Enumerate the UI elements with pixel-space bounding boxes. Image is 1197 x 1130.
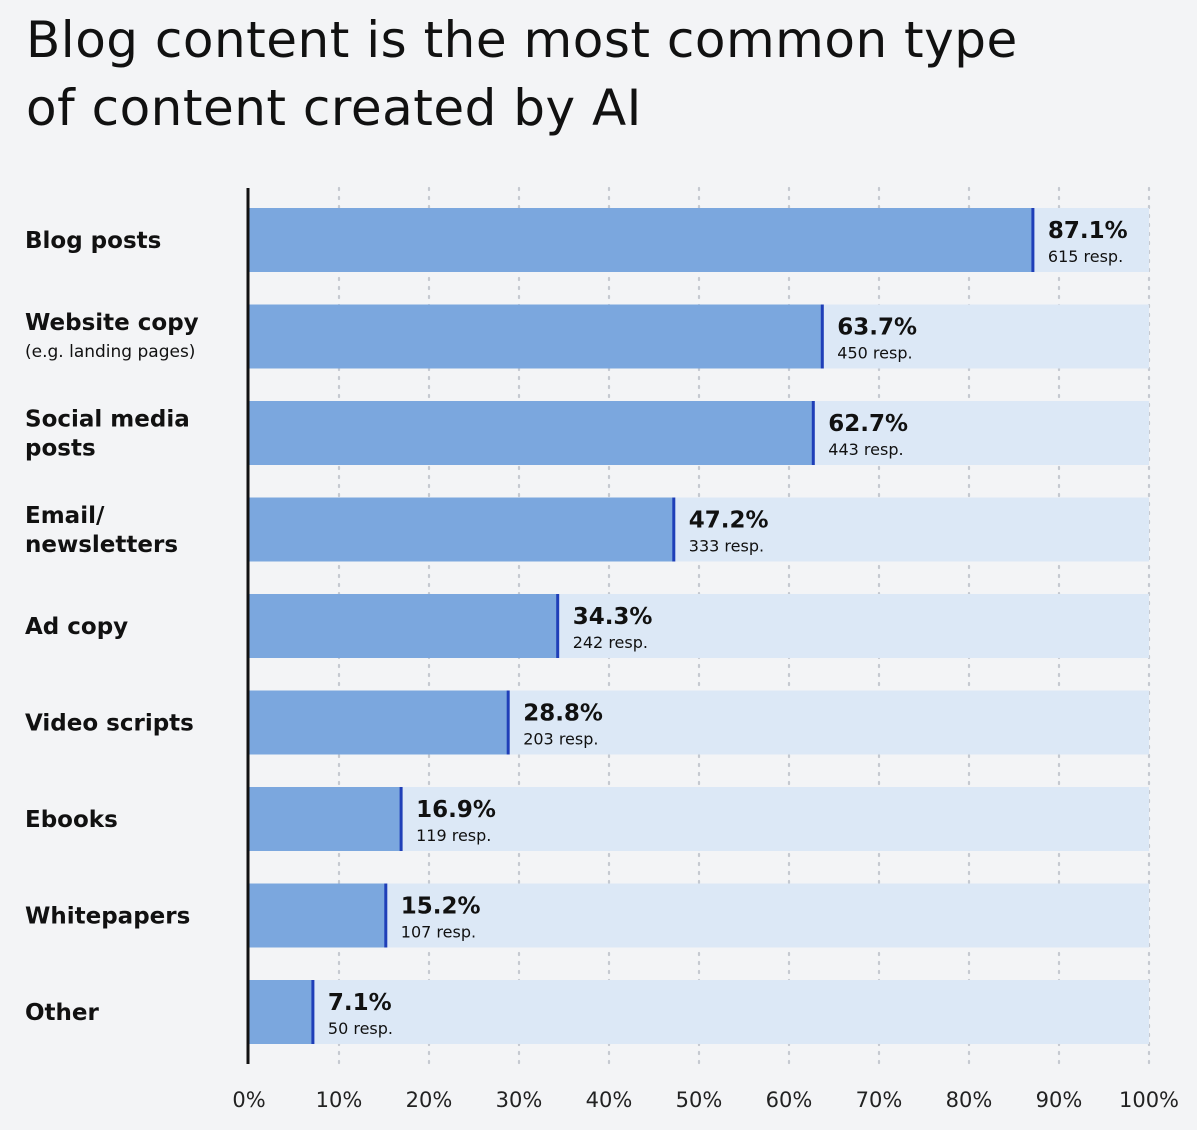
- data-label-percent: 62.7%: [828, 411, 908, 437]
- data-label-percent: 63.7%: [837, 315, 917, 341]
- category-label: posts: [25, 436, 96, 462]
- bar: [249, 980, 313, 1044]
- category-label: Other: [25, 1000, 100, 1026]
- data-label-responses: 119 resp.: [416, 826, 491, 845]
- x-tick-label: 100%: [1119, 1088, 1179, 1112]
- data-label-responses: 242 resp.: [573, 633, 648, 652]
- bar: [249, 304, 823, 369]
- bar: [249, 690, 509, 755]
- bar-track: [249, 883, 1149, 948]
- category-label: Whitepapers: [25, 904, 190, 930]
- value-labels: 87.1% 615 resp. 63.7% 450 resp. 62.7% 443 res…: [328, 218, 1128, 1038]
- x-tick-label: 20%: [406, 1088, 453, 1112]
- category-label: Website copy: [25, 310, 199, 336]
- bar: [249, 497, 674, 562]
- chart-title-line-2: of content created by AI: [26, 79, 642, 137]
- data-label-responses: 443 resp.: [828, 440, 903, 459]
- category-label: Blog posts: [25, 228, 161, 254]
- x-tick-label: 90%: [1036, 1088, 1083, 1112]
- bar-end-marker: [506, 690, 510, 755]
- data-label-responses: 450 resp.: [837, 344, 912, 363]
- category-sublabel: (e.g. landing pages): [25, 342, 195, 362]
- x-tick-label: 80%: [946, 1088, 993, 1112]
- bar-end-marker: [811, 401, 815, 465]
- bar-end-marker: [311, 980, 315, 1044]
- data-label-responses: 50 resp.: [328, 1019, 393, 1038]
- bars: [249, 208, 1149, 1044]
- x-tick-labels: 0% 10% 20% 30% 40% 50% 60% 70% 80% 90% 100%: [232, 1088, 1179, 1112]
- bar-end-marker: [820, 304, 824, 369]
- bar-end-marker: [399, 787, 403, 851]
- bar: [249, 883, 386, 948]
- x-tick-label: 60%: [766, 1088, 813, 1112]
- category-label: Ebooks: [25, 807, 118, 833]
- data-label-percent: 87.1%: [1048, 218, 1128, 244]
- data-label-percent: 34.3%: [573, 604, 653, 630]
- bar-end-marker: [384, 883, 388, 948]
- bar: [249, 208, 1033, 272]
- data-label-percent: 47.2%: [689, 508, 769, 534]
- bar-end-marker: [672, 497, 676, 562]
- x-tick-label: 40%: [586, 1088, 633, 1112]
- category-label: Social media: [25, 407, 190, 433]
- bar-end-marker: [556, 594, 560, 658]
- bar: [249, 401, 814, 465]
- data-label-percent: 16.9%: [416, 797, 496, 823]
- data-label-responses: 203 resp.: [523, 730, 598, 749]
- bar: [249, 787, 402, 851]
- x-tick-label: 50%: [676, 1088, 723, 1112]
- chart-title: Blog content is the most common type of …: [26, 6, 1166, 142]
- data-label-percent: 28.8%: [523, 701, 603, 727]
- chart-title-line-1: Blog content is the most common type: [26, 11, 1018, 69]
- category-label: Ad copy: [25, 614, 128, 640]
- category-labels: Blog posts Website copy (e.g. landing page…: [25, 228, 199, 1026]
- category-label: Email/: [25, 503, 105, 529]
- bar-end-marker: [1031, 208, 1035, 272]
- data-label-percent: 15.2%: [401, 894, 481, 920]
- data-label-percent: 7.1%: [328, 990, 392, 1016]
- x-tick-label: 70%: [856, 1088, 903, 1112]
- bar-track: [249, 980, 1149, 1044]
- x-tick-label: 30%: [496, 1088, 543, 1112]
- data-label-responses: 615 resp.: [1048, 247, 1123, 266]
- data-label-responses: 333 resp.: [689, 537, 764, 556]
- bar: [249, 594, 558, 658]
- x-tick-label: 10%: [316, 1088, 363, 1112]
- category-label: newsletters: [25, 532, 178, 558]
- x-tick-label: 0%: [232, 1088, 265, 1112]
- category-label: Video scripts: [25, 711, 194, 737]
- data-label-responses: 107 resp.: [401, 923, 476, 942]
